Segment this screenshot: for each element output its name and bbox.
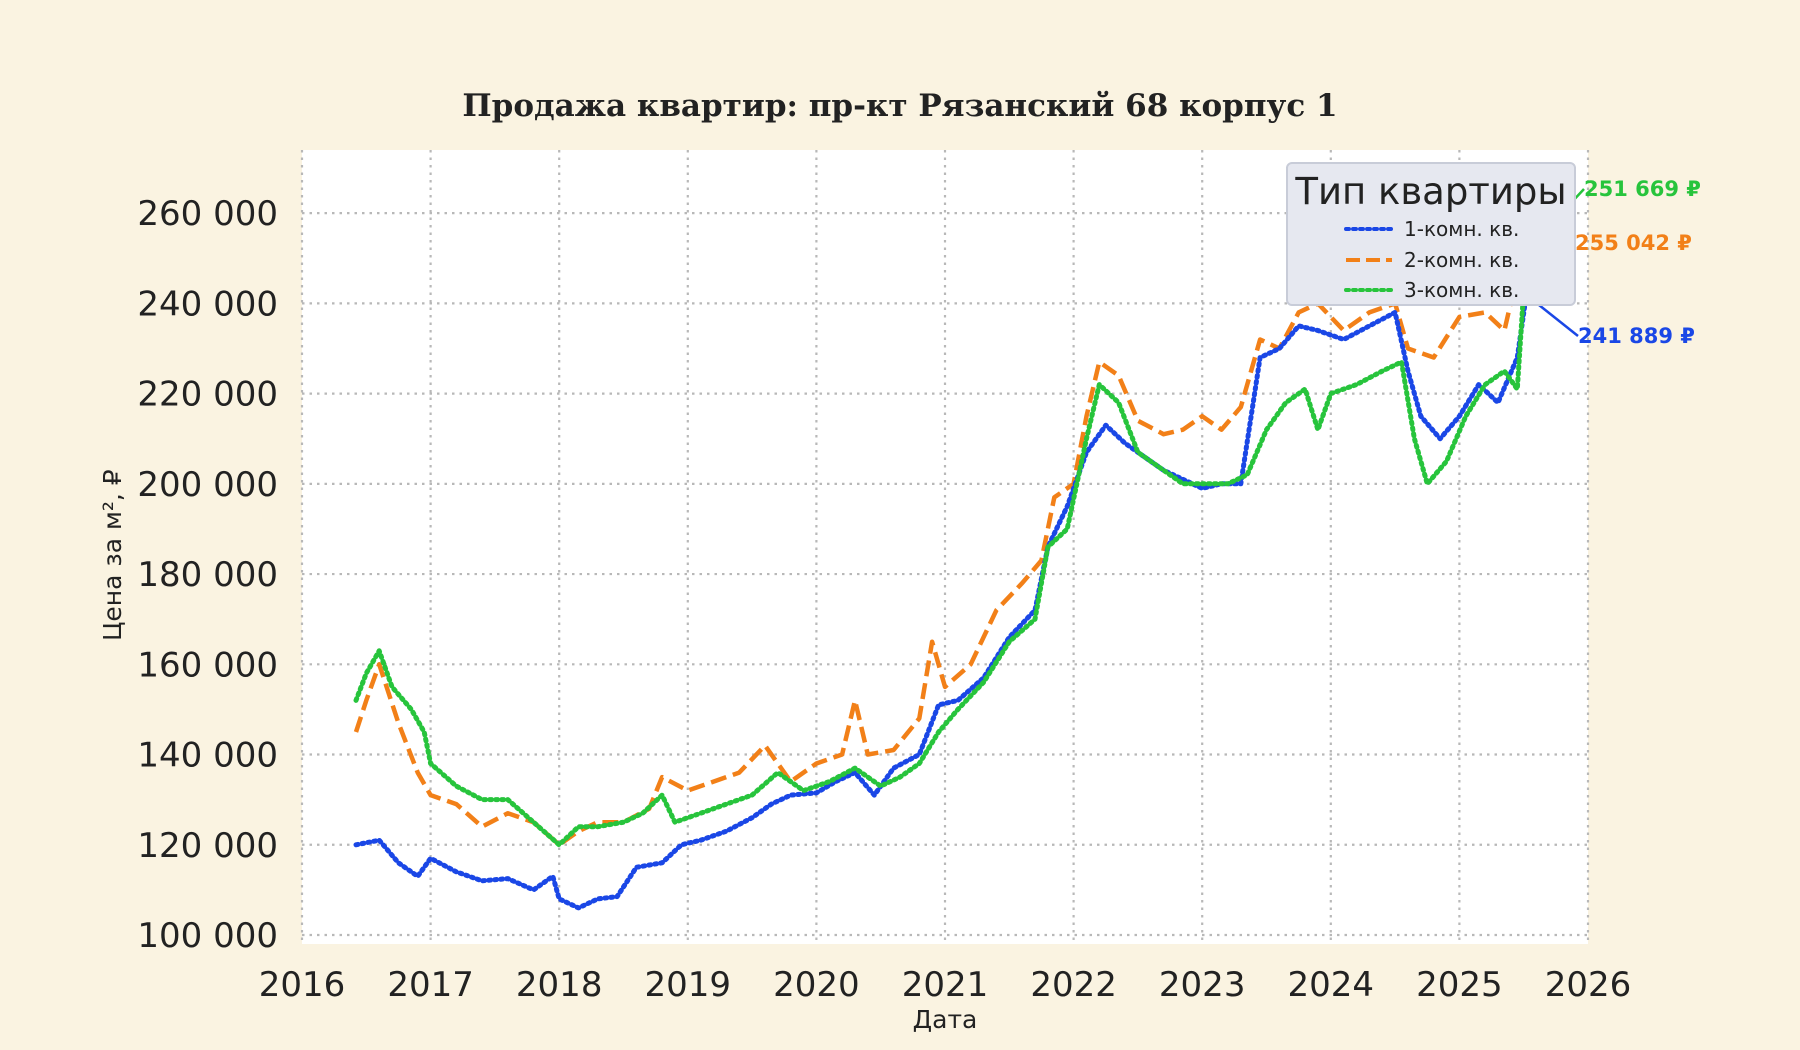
x-tick-label: 2019: [645, 965, 732, 1005]
chart-title: Продажа квартир: пр-кт Рязанский 68 корп…: [462, 88, 1338, 124]
series-line-2room: [353, 234, 1529, 848]
x-tick-label: 2021: [902, 965, 989, 1005]
y-tick-label: 100 000: [137, 916, 278, 956]
x-tick-label: 2018: [516, 965, 603, 1005]
end-labels: 251 669 ₽ 255 042 ₽ 241 889 ₽: [1525, 177, 1701, 348]
series-line-3room: [353, 248, 1529, 848]
x-tick-label: 2023: [1159, 965, 1246, 1005]
grid: [300, 150, 1590, 944]
end-label-1room: 241 889 ₽: [1578, 324, 1695, 348]
y-tick-label: 240 000: [137, 284, 278, 324]
y-tick-label: 220 000: [137, 375, 278, 415]
legend-label: 1-комн. кв.: [1404, 217, 1520, 241]
end-label-3room: 251 669 ₽: [1584, 177, 1701, 201]
y-tick-label: 180 000: [137, 555, 278, 595]
end-label-2room: 255 042 ₽: [1575, 231, 1692, 255]
x-tick-label: 2026: [1545, 965, 1632, 1005]
legend-label: 3-комн. кв.: [1404, 278, 1520, 302]
legend-swatch-1room: [1344, 227, 1394, 231]
tick-labels: 2016 2017 2018 2019 2020 2021 2022 2023 2024 2025…: [137, 194, 1631, 1005]
series-lines: [353, 234, 1529, 911]
legend-swatch-2room: [1346, 258, 1392, 262]
series-line-1room: [353, 292, 1529, 911]
x-tick-label: 2016: [259, 965, 346, 1005]
y-tick-label: 200 000: [137, 465, 278, 505]
y-tick-label: 120 000: [137, 826, 278, 866]
legend-swatch-3room: [1344, 288, 1394, 292]
x-tick-label: 2022: [1030, 965, 1117, 1005]
legend: Тип квартиры 1-комн. кв. 2-комн. кв. 3-к…: [1286, 162, 1576, 306]
legend-label: 2-комн. кв.: [1404, 248, 1520, 272]
x-tick-label: 2025: [1416, 965, 1503, 1005]
y-tick-label: 140 000: [137, 736, 278, 776]
x-tick-label: 2017: [387, 965, 474, 1005]
x-tick-label: 2020: [773, 965, 860, 1005]
y-tick-label: 260 000: [137, 194, 278, 234]
legend-title: Тип квартиры: [1295, 170, 1567, 213]
x-tick-label: 2024: [1288, 965, 1375, 1005]
y-tick-label: 160 000: [137, 645, 278, 685]
x-axis-label: Дата: [912, 1005, 978, 1034]
